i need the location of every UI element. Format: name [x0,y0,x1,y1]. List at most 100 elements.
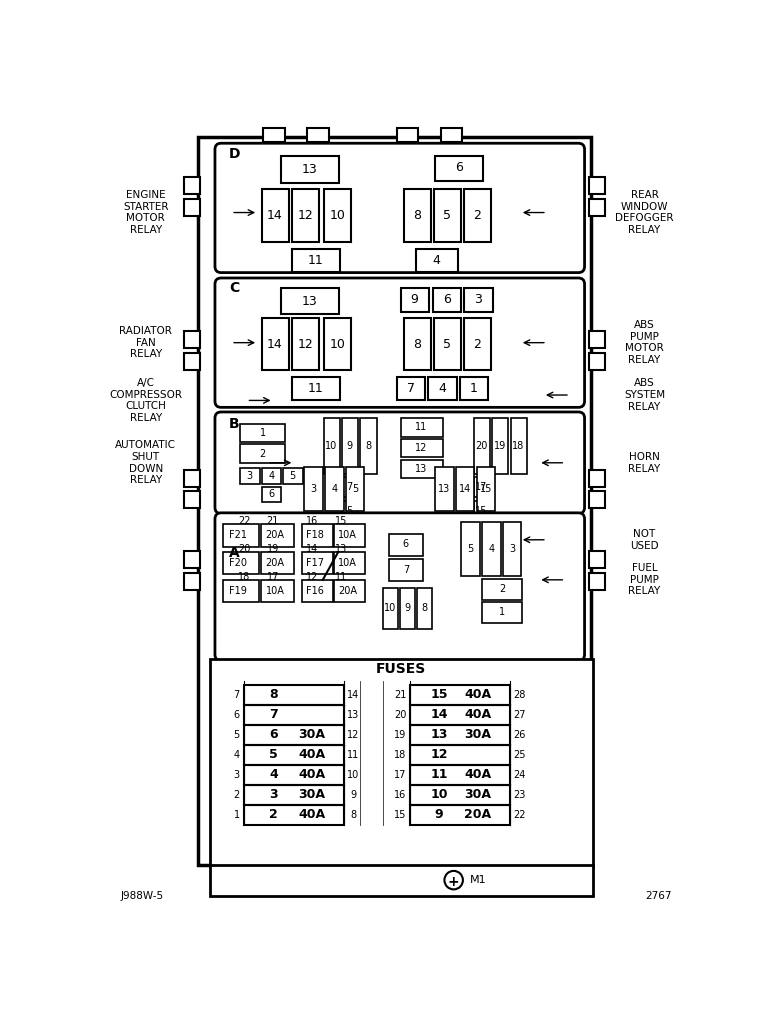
Text: 20A: 20A [338,586,357,595]
Text: 22: 22 [238,515,250,525]
Bar [184,491,200,508]
Bar [474,478,490,498]
Bar [482,602,522,623]
Text: 12: 12 [347,730,359,740]
Text: 5: 5 [352,484,358,494]
Text: 2: 2 [269,808,278,821]
Bar [401,418,443,437]
Bar [410,786,510,805]
Bar [302,580,333,602]
Text: 8: 8 [269,689,278,701]
Bar [589,491,604,508]
Text: 4: 4 [233,750,240,760]
Bar [263,128,285,142]
Bar [324,318,351,370]
Bar [223,524,259,547]
Bar [401,459,443,479]
Bar [342,418,358,474]
Text: 25: 25 [513,750,525,760]
Bar [397,377,425,401]
Bar [240,444,285,462]
Bar [292,318,319,370]
Text: F18: F18 [306,530,324,540]
Text: C: C [229,281,239,295]
Text: 28: 28 [513,691,525,701]
Text: RADIATOR
FAN
RELAY: RADIATOR FAN RELAY [119,327,172,359]
Text: 5: 5 [442,209,451,222]
Bar [400,587,415,629]
Bar [503,522,521,576]
Text: 4: 4 [439,382,446,395]
Bar [240,424,285,442]
Text: ENGINE
STARTER
MOTOR
RELAY: ENGINE STARTER MOTOR RELAY [123,191,168,235]
Text: 18: 18 [238,572,250,582]
Text: 13: 13 [302,295,317,307]
FancyBboxPatch shape [215,143,584,273]
Text: 1: 1 [260,428,266,438]
Text: HORN
RELAY: HORN RELAY [628,452,660,474]
Text: 3: 3 [310,484,316,494]
Bar [244,725,344,744]
Text: A: A [229,546,240,560]
Bar [307,128,329,142]
Text: 10: 10 [329,338,346,351]
Bar [292,190,319,241]
Text: 30A: 30A [464,788,491,801]
Text: 5: 5 [442,338,451,351]
Bar [405,190,432,241]
Text: 11: 11 [335,572,347,582]
Bar [429,377,457,401]
Bar [410,766,510,785]
Text: 13: 13 [415,464,428,474]
Text: 14: 14 [306,545,318,554]
Text: 40A: 40A [299,808,326,821]
Bar [261,552,293,575]
Bar [184,177,200,194]
Bar [210,659,593,867]
Text: ABS
PUMP
MOTOR
RELAY: ABS PUMP MOTOR RELAY [625,320,664,365]
Text: FUSES: FUSES [376,662,425,676]
Bar [401,439,443,457]
Text: 24: 24 [513,771,525,781]
Text: FUEL
PUMP
RELAY: FUEL PUMP RELAY [628,563,660,596]
Text: 9: 9 [435,808,443,821]
Text: 10: 10 [385,603,396,613]
Text: 19: 19 [494,441,506,451]
Text: F17: F17 [306,558,324,568]
Text: 21: 21 [266,515,279,525]
Text: 4: 4 [268,470,274,481]
Bar [460,377,488,401]
Bar [382,587,399,629]
Text: 11: 11 [347,750,359,760]
Bar [417,587,432,629]
Text: 7: 7 [269,708,278,721]
Text: 40A: 40A [464,689,491,701]
Text: 3: 3 [247,470,253,481]
Bar [389,559,423,581]
Text: 16: 16 [395,791,406,800]
Bar [492,418,508,474]
Text: 15: 15 [475,506,488,515]
Bar [589,573,604,590]
Text: 5: 5 [269,748,278,762]
Text: 20A: 20A [266,558,284,568]
Bar [397,128,419,142]
Text: 6: 6 [403,539,409,550]
Bar [244,685,344,705]
Text: 6: 6 [233,711,240,720]
Text: 16: 16 [306,515,318,525]
Bar [465,318,492,370]
Text: 3: 3 [233,771,240,781]
Text: 3: 3 [269,788,278,801]
Bar [262,318,289,370]
Text: 13: 13 [347,711,359,720]
Bar [434,318,461,370]
Text: 9: 9 [350,791,356,800]
Bar [184,332,200,348]
Bar [244,706,344,725]
Text: 14: 14 [267,338,283,351]
Bar [223,552,259,575]
Text: 1: 1 [499,607,505,618]
Text: 17: 17 [394,771,407,781]
Text: 6: 6 [443,293,451,306]
